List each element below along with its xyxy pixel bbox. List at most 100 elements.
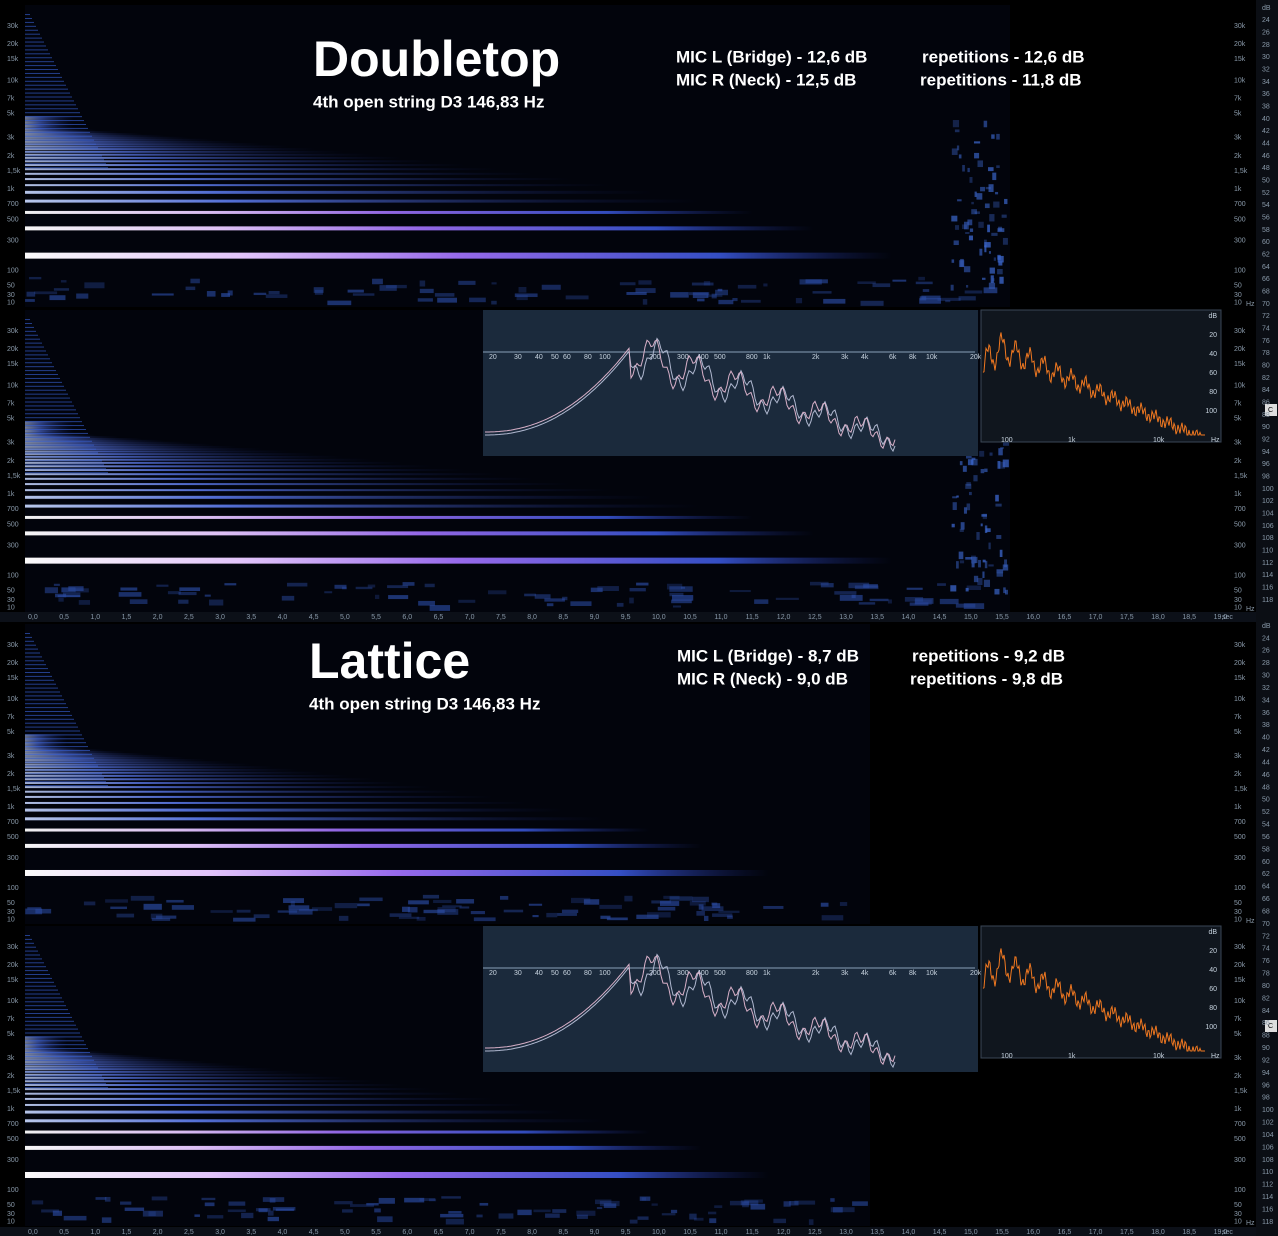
freq-label: 30: [7, 1211, 15, 1218]
onset: [25, 1055, 92, 1057]
harmonic: [25, 1042, 68, 1045]
tail-noise: [971, 556, 978, 564]
onset: [25, 1075, 102, 1077]
db-scale-label: 76: [1262, 338, 1270, 345]
harmonic: [25, 156, 403, 159]
db-scale-label: 50: [1262, 178, 1270, 185]
db-scale-label: 110: [1262, 1169, 1273, 1176]
time-label: 4,0: [278, 1229, 288, 1236]
harmonic: [25, 843, 702, 848]
noise: [964, 290, 983, 294]
tail-noise: [967, 219, 973, 226]
harmonic: [25, 1103, 528, 1106]
noise: [101, 1217, 112, 1223]
level-label: dB: [1208, 929, 1217, 936]
harmonic: [25, 458, 373, 461]
noise: [142, 1210, 163, 1217]
mini-x-label: 100: [1001, 437, 1013, 444]
tail-noise: [997, 255, 1004, 263]
tail-noise: [990, 275, 994, 284]
onset: [25, 742, 86, 744]
spectrum-label: 1k: [763, 354, 771, 361]
noise: [334, 1201, 353, 1205]
db-scale-label: 72: [1262, 313, 1270, 320]
noise: [236, 909, 251, 913]
onset: [25, 695, 62, 697]
tail-noise: [956, 561, 959, 569]
c-button[interactable]: [1265, 404, 1277, 416]
freq-label: 10: [1234, 299, 1242, 306]
onset: [25, 448, 96, 450]
tail-noise: [995, 494, 999, 502]
tail-noise: [962, 224, 967, 230]
time-label: 15,0: [964, 614, 978, 621]
tail-noise: [997, 254, 1001, 261]
tail-noise: [965, 557, 972, 560]
time-label: 8,5: [558, 614, 568, 621]
tail-noise: [979, 248, 983, 256]
onset: [25, 761, 96, 763]
level-label: 100: [1205, 408, 1217, 415]
harmonic: [25, 439, 166, 442]
harmonic: [25, 746, 69, 749]
spectrum-label: 30: [514, 354, 522, 361]
tail-noise: [991, 232, 998, 236]
time-unit: sec: [1222, 614, 1233, 621]
freq-unit: Hz: [1246, 1220, 1255, 1227]
noise: [636, 582, 649, 586]
noise: [104, 1196, 111, 1202]
freq-label: 30k: [7, 642, 19, 649]
onset: [25, 962, 44, 964]
tail-noise: [1000, 446, 1004, 450]
noise: [298, 908, 318, 912]
mic-reading: MIC L (Bridge) - 8,7 dB: [677, 646, 859, 665]
freq-label: 30: [7, 597, 15, 604]
onset: [25, 1059, 94, 1061]
harmonic: [25, 431, 75, 434]
c-button-label: C: [1268, 407, 1273, 414]
onset: [25, 1024, 76, 1026]
level-label: 100: [1205, 1024, 1217, 1031]
mini-x-label: Hz: [1211, 1053, 1220, 1060]
harmonic: [25, 160, 434, 163]
spectrum-curve: [485, 953, 896, 1069]
panel-title: Doubletop: [313, 31, 560, 87]
freq-label: 500: [7, 521, 19, 528]
noise: [419, 1198, 436, 1202]
tail-noise: [971, 457, 976, 460]
harmonic: [25, 153, 373, 156]
noise: [701, 906, 724, 912]
noise: [118, 592, 142, 597]
time-label: 14,0: [902, 1229, 916, 1236]
noise: [712, 903, 721, 909]
freq-label: 2k: [1234, 458, 1242, 465]
time-label: 7,0: [465, 1229, 475, 1236]
harmonic: [25, 778, 376, 781]
freq-label: 15k: [1234, 361, 1246, 368]
noise: [31, 1200, 44, 1205]
c-button[interactable]: [1265, 1020, 1277, 1032]
time-label: 17,5: [1120, 614, 1134, 621]
harmonic: [25, 118, 75, 121]
freq-label: 2k: [7, 458, 15, 465]
time-label: 19,0: [1214, 1229, 1228, 1236]
noise: [372, 278, 383, 285]
onset: [25, 711, 70, 712]
onset: [25, 750, 90, 751]
noise: [359, 897, 383, 902]
db-scale-label: 52: [1262, 190, 1270, 197]
harmonic: [25, 448, 264, 451]
time-label: 4,5: [309, 614, 319, 621]
db-scale-label: 42: [1262, 128, 1270, 135]
noise: [945, 299, 951, 303]
noise: [29, 276, 42, 280]
onset: [25, 76, 62, 78]
db-scale-label: 58: [1262, 846, 1270, 853]
harmonic: [25, 735, 68, 738]
onset: [25, 1067, 98, 1069]
onset: [25, 1036, 82, 1038]
freq-label: 3k: [7, 753, 15, 760]
db-scale-label: 100: [1262, 1107, 1274, 1114]
db-scale-label: 60: [1262, 859, 1270, 866]
time-label: 6,5: [434, 614, 444, 621]
